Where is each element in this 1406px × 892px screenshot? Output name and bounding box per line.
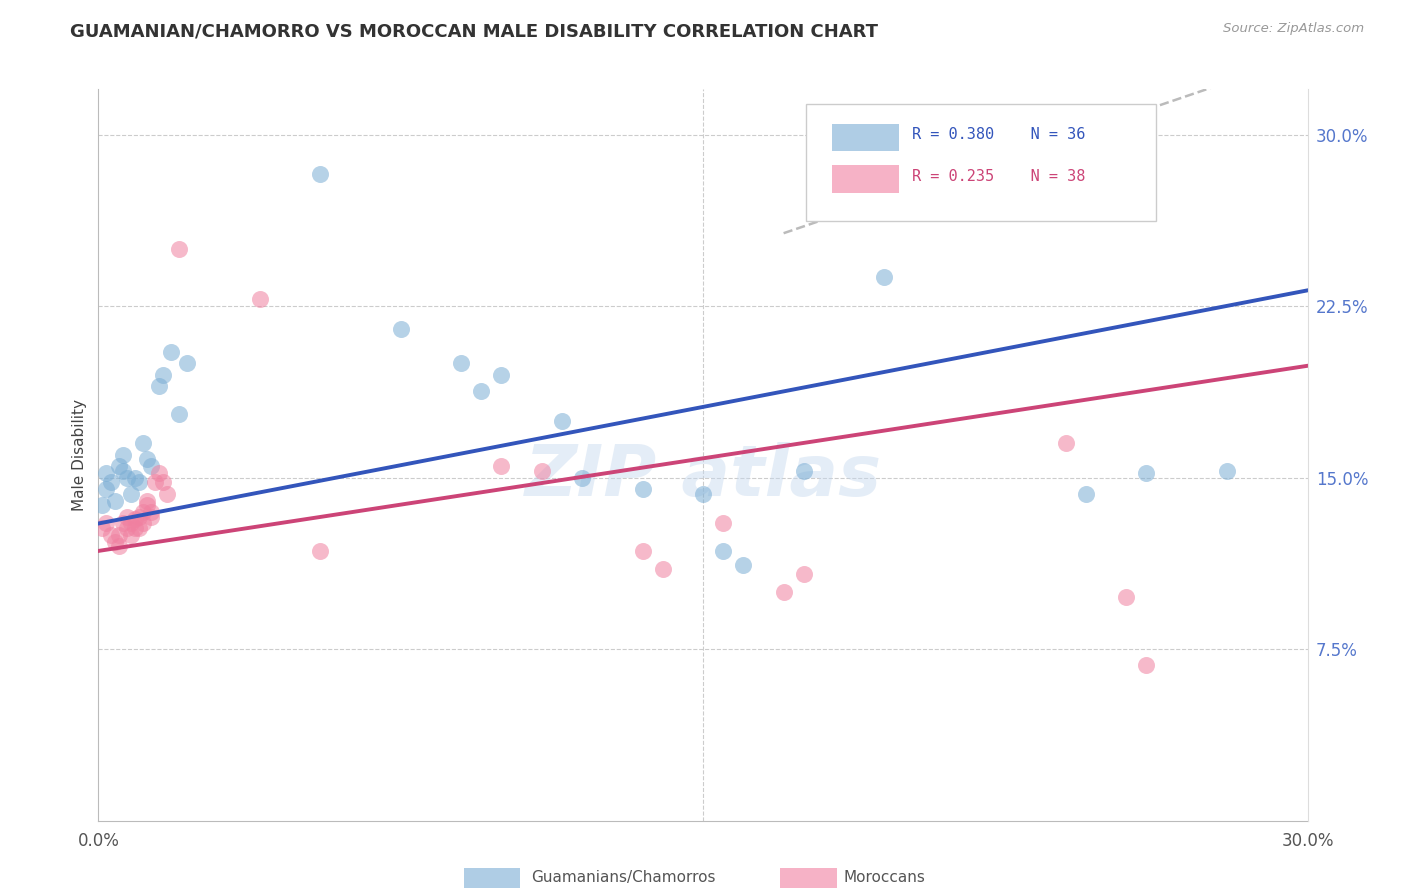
FancyBboxPatch shape (832, 165, 898, 193)
Point (120, 528, 142, 542)
Point (692, 487, 714, 501)
Point (103, 493, 125, 508)
Point (115, 521, 138, 535)
Text: ZIP atlas: ZIP atlas (524, 442, 882, 511)
Point (107, 528, 129, 542)
Point (160, 345, 183, 359)
Point (139, 509, 162, 524)
Point (148, 379, 170, 393)
Point (96, 482, 118, 496)
Point (135, 498, 157, 512)
Point (120, 487, 142, 501)
Point (103, 534, 125, 549)
Point (793, 566, 815, 581)
Point (152, 368, 174, 382)
Point (124, 521, 146, 535)
Point (873, 269, 896, 284)
Point (111, 516, 134, 531)
Point (139, 459, 162, 474)
Point (309, 544, 332, 558)
Point (124, 512, 146, 526)
Point (1135, 658, 1157, 673)
Point (120, 516, 142, 531)
Point (309, 167, 332, 181)
Point (793, 464, 815, 478)
Point (107, 539, 129, 553)
Point (111, 448, 134, 462)
Point (96, 466, 118, 480)
Text: R = 0.380    N = 36: R = 0.380 N = 36 (912, 127, 1085, 142)
Point (128, 521, 150, 535)
Point (1054, 436, 1077, 450)
Point (143, 475, 166, 490)
Point (96, 516, 118, 531)
Text: GUAMANIAN/CHAMORRO VS MOROCCAN MALE DISABILITY CORRELATION CHART: GUAMANIAN/CHAMORRO VS MOROCCAN MALE DISA… (70, 22, 879, 40)
Point (491, 368, 513, 382)
Point (132, 505, 155, 519)
Point (152, 475, 174, 490)
Point (571, 471, 593, 485)
Point (1115, 590, 1137, 604)
Text: Source: ZipAtlas.com: Source: ZipAtlas.com (1223, 22, 1364, 36)
FancyBboxPatch shape (832, 124, 898, 152)
Point (249, 293, 271, 307)
Point (111, 464, 134, 478)
Point (631, 544, 654, 558)
Point (135, 493, 157, 508)
Point (148, 466, 170, 480)
Point (139, 505, 162, 519)
Point (450, 356, 472, 371)
Point (107, 459, 129, 474)
Point (100, 475, 122, 490)
Point (167, 242, 190, 256)
Point (772, 585, 794, 599)
Point (156, 487, 179, 501)
Text: R = 0.235    N = 38: R = 0.235 N = 38 (912, 169, 1085, 185)
Point (389, 322, 412, 336)
Text: Guamanians/Chamorros: Guamanians/Chamorros (531, 871, 716, 885)
Point (128, 475, 150, 490)
Point (551, 414, 574, 428)
Text: Moroccans: Moroccans (844, 871, 925, 885)
Point (733, 558, 755, 572)
Point (115, 509, 138, 524)
Point (91, 498, 114, 512)
Point (176, 356, 198, 371)
Point (132, 436, 155, 450)
Point (1216, 464, 1239, 478)
Point (1074, 487, 1097, 501)
Point (91, 521, 114, 535)
Point (135, 452, 157, 467)
Point (167, 407, 190, 421)
Point (132, 516, 155, 531)
Point (530, 464, 553, 478)
Point (631, 482, 654, 496)
Point (1135, 466, 1157, 480)
Point (115, 471, 138, 485)
Point (711, 516, 734, 531)
Point (100, 528, 122, 542)
Point (651, 562, 673, 576)
Y-axis label: Male Disability: Male Disability (72, 399, 87, 511)
Point (124, 471, 146, 485)
Point (711, 544, 734, 558)
Point (470, 384, 492, 398)
Point (491, 459, 513, 474)
FancyBboxPatch shape (806, 103, 1157, 221)
Point (128, 509, 150, 524)
